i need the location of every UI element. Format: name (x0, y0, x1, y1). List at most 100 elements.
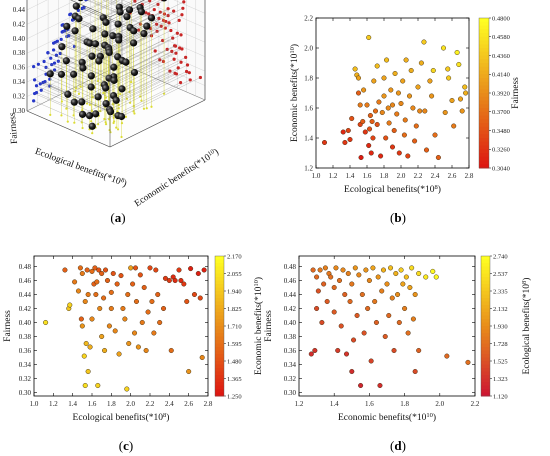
panel-c-colorbar-step (215, 336, 224, 341)
panel-a-proj-line (141, 0, 166, 12)
panel-a-point (71, 27, 79, 35)
panel-b-point (352, 66, 358, 72)
panel-d-point (322, 265, 328, 271)
panel-b-colorbar-tick-label: 0.3920 (492, 90, 510, 97)
panel-a-right-projection-point (148, 0, 152, 3)
panel-d-colorbar-step (481, 294, 490, 299)
panel-a-proj-line (61, 32, 146, 75)
panel-a-point (57, 70, 66, 78)
panel-b-point (366, 142, 372, 149)
panel-b-point (355, 90, 362, 96)
panel-b-point (392, 70, 398, 77)
panel-a-proj-line (113, 46, 176, 77)
panel-d-point (363, 267, 369, 273)
panel-c-point (87, 344, 93, 350)
panel-d-point (386, 312, 392, 319)
panel-b-point (349, 115, 355, 122)
panel-a-point (112, 96, 120, 104)
panel-c-point (133, 298, 139, 305)
panel-b-point (429, 93, 435, 99)
panel-b-scatter: 1.0 1.2 1.4 1.6 1.8 2.0 2.2 2.4 2.6 2.81.21.41.61… (289, 15, 522, 196)
panel-b-point (358, 154, 364, 161)
panel-b-point (442, 109, 448, 116)
panel-d-point (370, 265, 376, 271)
panel-c-point (75, 288, 81, 294)
panel-a-point (161, 0, 167, 2)
panel-b-point (391, 127, 397, 134)
panel-c-point (106, 323, 112, 329)
panel-a-ztick-label: 0.36 (13, 64, 26, 72)
panel-d-point (314, 305, 320, 312)
panel-b-point (410, 105, 416, 111)
panel-a-proj-line (89, 73, 176, 116)
panel-c-point (132, 265, 139, 271)
panel-a-point (122, 58, 130, 66)
panel-c-ytick-label: 0.46 (19, 277, 32, 285)
panel-a-point (130, 68, 139, 77)
panel-d-point (389, 295, 395, 301)
panel-b-point (340, 129, 346, 135)
panel-c-point (108, 305, 114, 312)
panel-d-point (391, 347, 397, 354)
panel-a-proj-line (34, 79, 68, 95)
panel-d-point (410, 316, 416, 322)
panel-c-xtick-label: 1.6 (88, 400, 97, 408)
panel-a-proj-line (121, 57, 186, 89)
panel-c-point (82, 382, 88, 389)
panel-a-ztick-label: 0.30 (13, 107, 26, 115)
panel-c-scatter: 1.0 1.2 1.4 1.6 1.8 2.0 2.2 2.4 2.6 2.8 0.30 0.32 0.… (3, 253, 264, 423)
panel-b-colorbar-step (479, 108, 489, 113)
panel-d-colorbar-step (481, 364, 490, 369)
panel-c-point (116, 351, 122, 357)
panel-d-colorbar-tick-label: 1.930 (493, 323, 508, 330)
panel-d-colorbar-step (481, 291, 490, 295)
panel-b-point (451, 123, 457, 129)
panel-b-point (355, 75, 362, 81)
panel-d-point (387, 265, 394, 271)
panel-a-point (46, 70, 54, 78)
panel-a-zlabel: Fairness (8, 112, 20, 145)
panel-c-colorbar-step (215, 357, 224, 362)
panel-b-point (376, 99, 382, 105)
panel-d-colorbar-step (481, 319, 490, 323)
panel-b-point (400, 78, 406, 84)
panel-b-point (378, 153, 384, 159)
panel-d-colorbar-step (481, 371, 490, 376)
panel-a-point (130, 27, 138, 35)
panel-d-ytick-label: 0.48 (284, 263, 297, 271)
panel-c-point (141, 284, 147, 291)
panel-b-point (403, 57, 409, 63)
panel-d-colorbar-step (481, 347, 490, 351)
panel-d-point (321, 281, 327, 287)
panel-b-colorbar-tick-label: 0.3040 (492, 165, 510, 172)
panel-b-point (360, 118, 366, 125)
panel-b-point (412, 138, 418, 144)
panel-d-colorbar-step (481, 259, 490, 264)
panel-d-point (375, 274, 381, 280)
panel-a-proj-line (66, 0, 121, 27)
panel-b-colorbar-step (479, 123, 489, 128)
panel-d-point (319, 319, 325, 326)
panel-c-colorbar-tick-label: 1.710 (227, 323, 242, 330)
panel-d-ytick-label: 0.44 (284, 291, 297, 299)
panel-b-point (421, 39, 427, 45)
panel-d-ylabel: Fairness (264, 310, 274, 342)
panel-d-point (430, 268, 436, 274)
panel-d-colorbar-step (481, 343, 490, 348)
panel-c-point (43, 319, 49, 326)
panel-d-colorbar: 2.740 2.537 2.335 2.132 1.930 1.728 1.525 1.323… (480, 253, 532, 400)
panel-d-point (352, 265, 358, 271)
panel-c-colorbar-step (215, 329, 224, 334)
panel-b-point (389, 144, 396, 150)
panel-a-proj-line (33, 100, 93, 127)
panel-d-point (336, 277, 343, 284)
panel-b-xtick-label: 2.8 (465, 172, 474, 180)
panel-b-colorbar-step (479, 18, 489, 23)
panel-c-colorbar-tick-label: 2.055 (227, 271, 242, 278)
panel-b-colorbar-step (479, 100, 489, 105)
panel-b-point (367, 126, 373, 132)
panel-b-point (445, 66, 451, 72)
panel-c-point (135, 344, 141, 350)
panel-d-point (395, 291, 401, 298)
panel-c-point (199, 354, 205, 361)
